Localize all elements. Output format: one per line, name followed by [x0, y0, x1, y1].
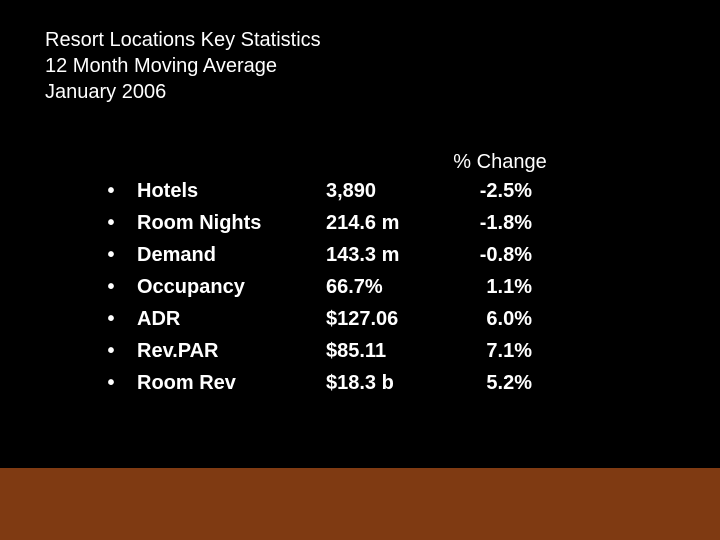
stat-change: -1.8% [479, 212, 532, 234]
stat-change: 7.1% [486, 340, 532, 362]
bullet-icon: • [107, 276, 115, 298]
table-row: • Demand 143.3 m -0.8% [0, 239, 720, 271]
title-line-1: Resort Locations Key Statistics [45, 29, 321, 51]
stat-change: 6.0% [486, 308, 532, 330]
table-row: • Room Nights 214.6 m -1.8% [0, 207, 720, 239]
bullet-icon: • [107, 180, 115, 202]
stat-label: Demand [137, 244, 216, 266]
table-row: • Room Rev $18.3 b 5.2% [0, 367, 720, 399]
change-column-header: % Change [453, 151, 547, 173]
statistics-table: % Change • Hotels 3,890 -2.5% • Room Nig… [0, 151, 720, 399]
stat-change: -2.5% [479, 180, 532, 202]
stat-change: -0.8% [479, 244, 532, 266]
bullet-icon: • [107, 212, 115, 234]
stat-value: 3,890 [326, 180, 377, 202]
stat-label: Rev.PAR [137, 340, 219, 362]
stat-change: 1.1% [486, 276, 532, 298]
stat-value: 143.3 m [326, 244, 400, 266]
stat-change: 5.2% [486, 372, 532, 394]
bullet-icon: • [107, 340, 115, 362]
stat-label: Room Nights [137, 212, 262, 234]
bullet-icon: • [107, 372, 115, 394]
footer-bar [0, 468, 720, 540]
stat-value: 66.7% [326, 276, 383, 298]
stat-value: $127.06 [326, 308, 399, 330]
stat-value: $18.3 b [326, 372, 394, 394]
title-line-2: 12 Month Moving Average [45, 55, 278, 77]
table-row: • Rev.PAR $85.11 7.1% [0, 335, 720, 367]
bullet-icon: • [107, 244, 115, 266]
stat-value: 214.6 m [326, 212, 400, 234]
stat-label: Room Rev [137, 372, 236, 394]
stat-label: Hotels [137, 180, 199, 202]
table-row: • Hotels 3,890 -2.5% [0, 175, 720, 207]
table-row: • ADR $127.06 6.0% [0, 303, 720, 335]
stat-label: ADR [137, 308, 181, 330]
table-row: • Occupancy 66.7% 1.1% [0, 271, 720, 303]
title-line-3: January 2006 [45, 81, 167, 103]
slide-title: Resort Locations Key Statistics 12 Month… [45, 27, 321, 105]
stat-label: Occupancy [137, 276, 245, 298]
stat-value: $85.11 [326, 340, 387, 362]
bullet-icon: • [107, 308, 115, 330]
